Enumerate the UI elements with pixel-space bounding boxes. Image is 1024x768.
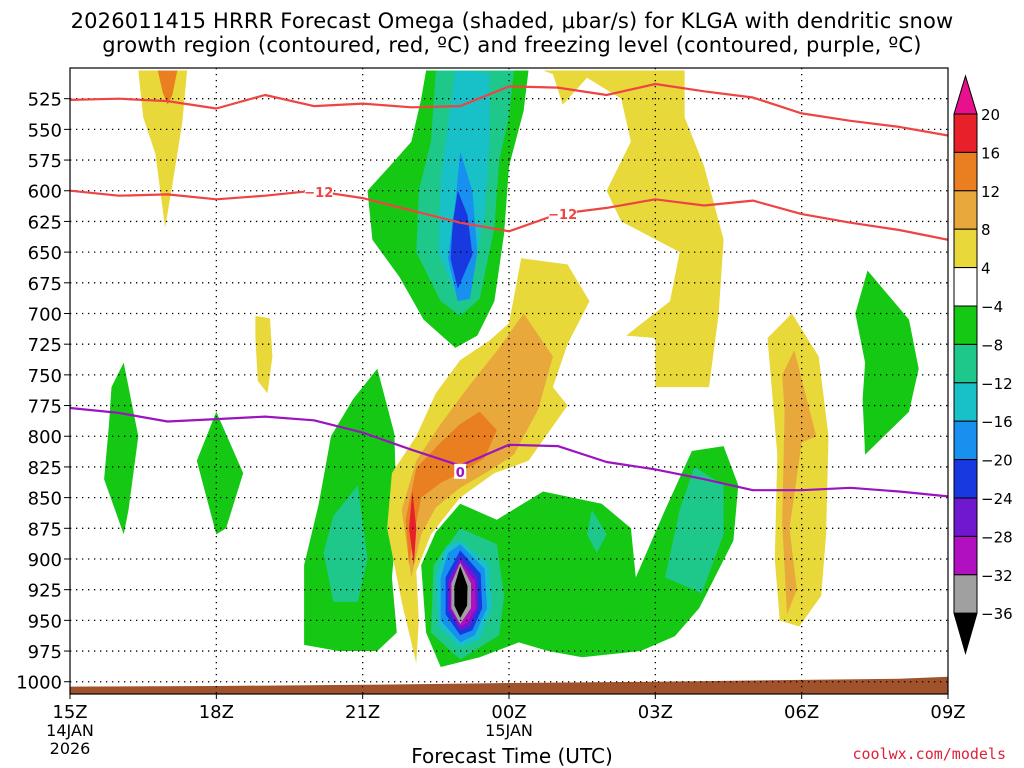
green-cell-1730z — [196, 411, 244, 535]
colorbar-bin-10 — [953, 497, 978, 537]
y-tick-label-825: 825 — [28, 458, 62, 479]
y-tick-label-1000: 1000 — [16, 673, 62, 694]
y-tick-label-525: 525 — [28, 90, 62, 111]
y-tick-label-850: 850 — [28, 489, 62, 510]
snow-growth-upper-line — [70, 82, 948, 137]
x-tick-label-06Z: 06Z — [784, 702, 819, 723]
colorbar-bin-3 — [953, 228, 978, 269]
omega-shaded-field — [104, 70, 919, 667]
colorbar-bin-4 — [953, 267, 978, 307]
y-tick-label-700: 700 — [28, 304, 62, 325]
colorbar-bin-12 — [953, 574, 978, 614]
colorbar-label-2: 12 — [981, 183, 1000, 201]
site-credit: coolwx.com/models — [852, 745, 1006, 763]
y-tick-label-800: 800 — [28, 427, 62, 448]
y-tick-label-600: 600 — [28, 182, 62, 203]
colorbar-bin-7 — [953, 382, 978, 422]
green-cell-07z — [855, 270, 919, 455]
yellow-upper-right — [543, 70, 724, 388]
terrain-surface — [70, 676, 948, 694]
y-tick-label-675: 675 — [28, 274, 62, 295]
colorbar-bin-9 — [953, 459, 978, 499]
terrain-fill — [70, 676, 948, 694]
x-tick-label-15Z: 15Z — [52, 702, 87, 723]
y-tick-label-725: 725 — [28, 335, 62, 356]
colorbar-bin-2 — [953, 190, 978, 230]
colorbar-bin-5 — [953, 305, 978, 345]
teal-cell-01z — [587, 509, 607, 553]
yellow-cell-0530z — [767, 313, 829, 627]
orange-lowlevel-core — [405, 411, 497, 566]
x-tick-label-18Z: 18Z — [199, 702, 234, 723]
snow-growth-lower-label-0: −12 — [304, 186, 333, 201]
colorbar-label-4: 4 — [981, 260, 991, 278]
orange-cell-18z — [157, 70, 178, 105]
y-tick-label-900: 900 — [28, 550, 62, 571]
teal-cell-0330z — [665, 466, 724, 594]
colorbar-label-3: 8 — [981, 221, 991, 239]
snow-growth-lower-label-bg-1 — [548, 206, 577, 222]
y-axis: 525 550 575 600 625 650 675 700 725 750 775 800 825 8… — [16, 90, 70, 694]
colorbar-label-6: −8 — [981, 336, 1003, 354]
colorbar-label-5: −4 — [981, 298, 1003, 316]
colorbar-label-9: −20 — [981, 452, 1013, 470]
x-tick-sublabel-14JAN: 14JAN — [46, 721, 94, 740]
y-tick-label-950: 950 — [28, 611, 62, 632]
colorbar-label-11: −28 — [981, 528, 1013, 546]
freezing-level-label-0: 0 — [456, 466, 465, 481]
colorbar-bin-1 — [953, 151, 978, 192]
colorbar-bin-11 — [953, 535, 978, 576]
snow-growth-lower-line — [70, 189, 948, 241]
colorbar-label-13: −36 — [981, 605, 1013, 623]
blue-upper-column — [450, 190, 473, 289]
yellow-cell-19z — [255, 315, 273, 394]
x-tick-sublabel-2026: 2026 — [50, 739, 91, 758]
contour-lines: −12 −12 0 — [70, 82, 948, 498]
lightorange-cell-0530z — [782, 350, 817, 615]
chart-title-line-1: 2026011415 HRRR Forecast Omega (shaded, … — [70, 9, 954, 33]
y-tick-label-750: 750 — [28, 366, 62, 387]
colorbar-bottom-arrow — [953, 612, 978, 656]
green-cell-1530z — [104, 362, 139, 535]
snow-growth-lower-label-bg-0 — [304, 183, 333, 199]
x-axis-title: Forecast Time (UTC) — [411, 744, 613, 768]
teal-cell-2030z — [323, 485, 368, 602]
x-tick-label-00Z: 00Z — [491, 702, 526, 723]
x-tick-sublabel-15JAN: 15JAN — [485, 721, 533, 740]
x-tick-label-03Z: 03Z — [638, 702, 673, 723]
y-tick-label-775: 775 — [28, 397, 62, 418]
snow-growth-lower-label-1: −12 — [548, 208, 577, 223]
dotted-grid — [70, 68, 948, 694]
colorbar-top-arrow — [953, 74, 978, 115]
y-tick-label-550: 550 — [28, 120, 62, 141]
colorbar-label-10: −24 — [981, 490, 1013, 508]
y-tick-label-625: 625 — [28, 212, 62, 233]
colorbar: 20 16 12 8 4 −4 −8 −12 −16 −20 −24 −28 −32 −36 — [953, 74, 1013, 656]
colorbar-bin-8 — [953, 420, 978, 461]
colorbar-label-12: −32 — [981, 567, 1013, 585]
x-tick-label-21Z: 21Z — [345, 702, 380, 723]
freezing-level-label-bg-0 — [454, 463, 467, 479]
colorbar-label-1: 16 — [981, 144, 1000, 162]
x-tick-label-09Z: 09Z — [930, 702, 965, 723]
y-tick-label-575: 575 — [28, 151, 62, 172]
y-tick-label-650: 650 — [28, 243, 62, 264]
freezing-level-line — [70, 406, 948, 498]
black-lowlevel-core — [454, 566, 468, 618]
colorbar-label-7: −12 — [981, 375, 1013, 393]
yellow-cell-18z — [138, 70, 188, 228]
y-tick-label-875: 875 — [28, 519, 62, 540]
chart-title-line-2: growth region (contoured, red, ºC) and f… — [102, 33, 922, 57]
colorbar-label-0: 20 — [981, 106, 1000, 124]
y-tick-label-925: 925 — [28, 581, 62, 602]
y-tick-label-975: 975 — [28, 642, 62, 663]
colorbar-label-8: −16 — [981, 413, 1013, 431]
colorbar-bin-6 — [953, 343, 978, 384]
colorbar-bin-0 — [953, 113, 978, 153]
